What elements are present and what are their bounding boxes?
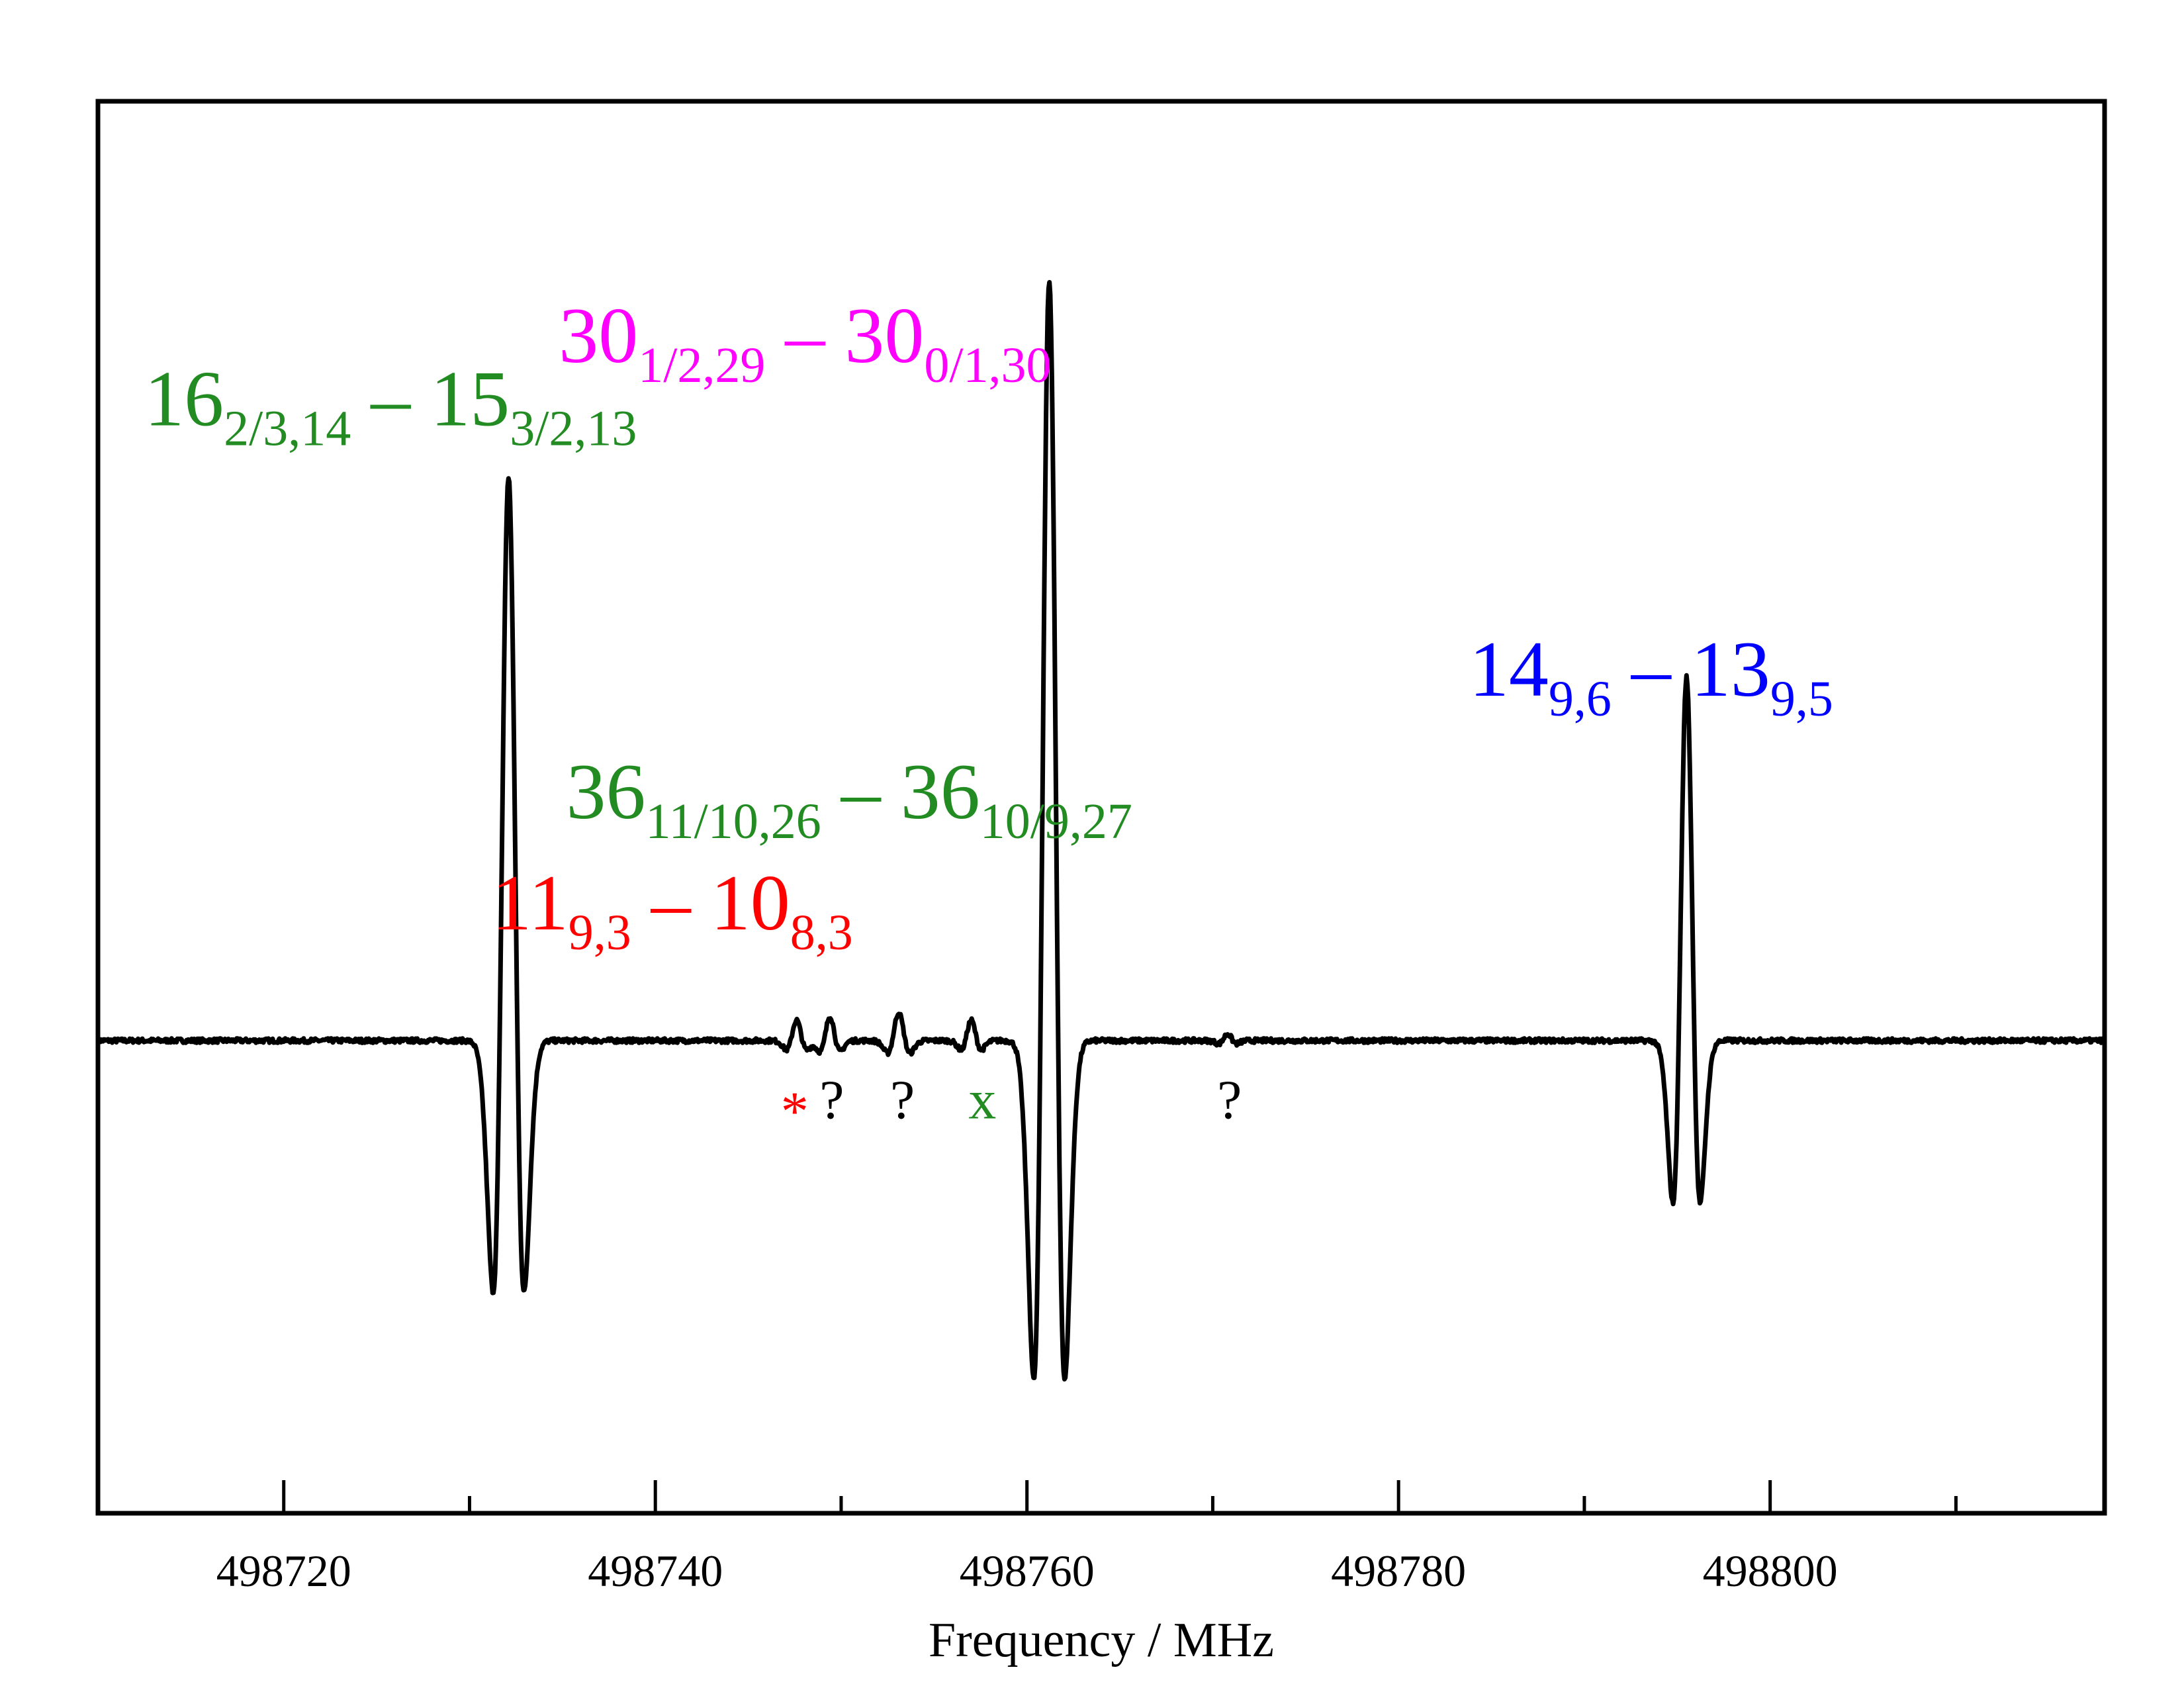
x-tick-label: 498780: [1331, 1546, 1466, 1596]
label-text: – 15: [351, 354, 510, 442]
transition-label: 149,6 – 139,5: [1469, 625, 1833, 727]
spectrum-series: [95, 280, 2107, 1382]
x-tick-label: 498740: [588, 1546, 723, 1596]
label-subscript: 9,5: [1770, 671, 1833, 727]
plot-frame: [95, 99, 2107, 1516]
label-text: – 36: [821, 747, 980, 835]
line-marker: x: [968, 1070, 996, 1131]
transition-label: 301/2,29 – 300/1,30: [559, 291, 1051, 393]
x-tick-label: 498760: [960, 1546, 1095, 1596]
label-text: 14: [1469, 625, 1549, 713]
label-text: – 13: [1612, 625, 1770, 713]
label-subscript: 11/10,26: [645, 794, 821, 849]
line-marker: ?: [1217, 1070, 1242, 1131]
line-marker: *: [781, 1080, 809, 1142]
label-text: – 30: [765, 291, 924, 379]
label-text: 30: [559, 291, 638, 379]
label-text: – 10: [631, 859, 790, 947]
label-subscript: 9,3: [569, 905, 631, 961]
label-subscript: 0/1,30: [924, 338, 1051, 393]
label-text: 11: [492, 859, 569, 947]
label-subscript: 9,6: [1549, 671, 1612, 727]
x-tick-label: 498720: [216, 1546, 351, 1596]
line-marker: ?: [890, 1070, 915, 1131]
label-subscript: 1/2,29: [638, 338, 765, 393]
label-subscript: 10/9,27: [980, 794, 1132, 849]
transition-label: 162/3,14 – 153/2,13: [144, 354, 637, 456]
label-text: 16: [144, 354, 224, 442]
transition-label: 3611/10,26 – 3610/9,27: [566, 747, 1132, 849]
x-tick-label: 498800: [1703, 1546, 1838, 1596]
label-text: 36: [566, 747, 645, 835]
x-axis-ticks: 498720 498740 498760 498780 498800: [216, 1480, 1958, 1596]
x-axis-label: Frequency / MHz: [929, 1613, 1274, 1667]
label-subscript: 8,3: [790, 905, 853, 961]
label-subscript: 3/2,13: [510, 400, 637, 456]
transition-label: 119,3 – 108,3: [492, 859, 853, 961]
line-marker: ?: [819, 1070, 844, 1131]
spectrum-line: [95, 280, 2107, 1382]
label-subscript: 2/3,14: [224, 400, 351, 456]
